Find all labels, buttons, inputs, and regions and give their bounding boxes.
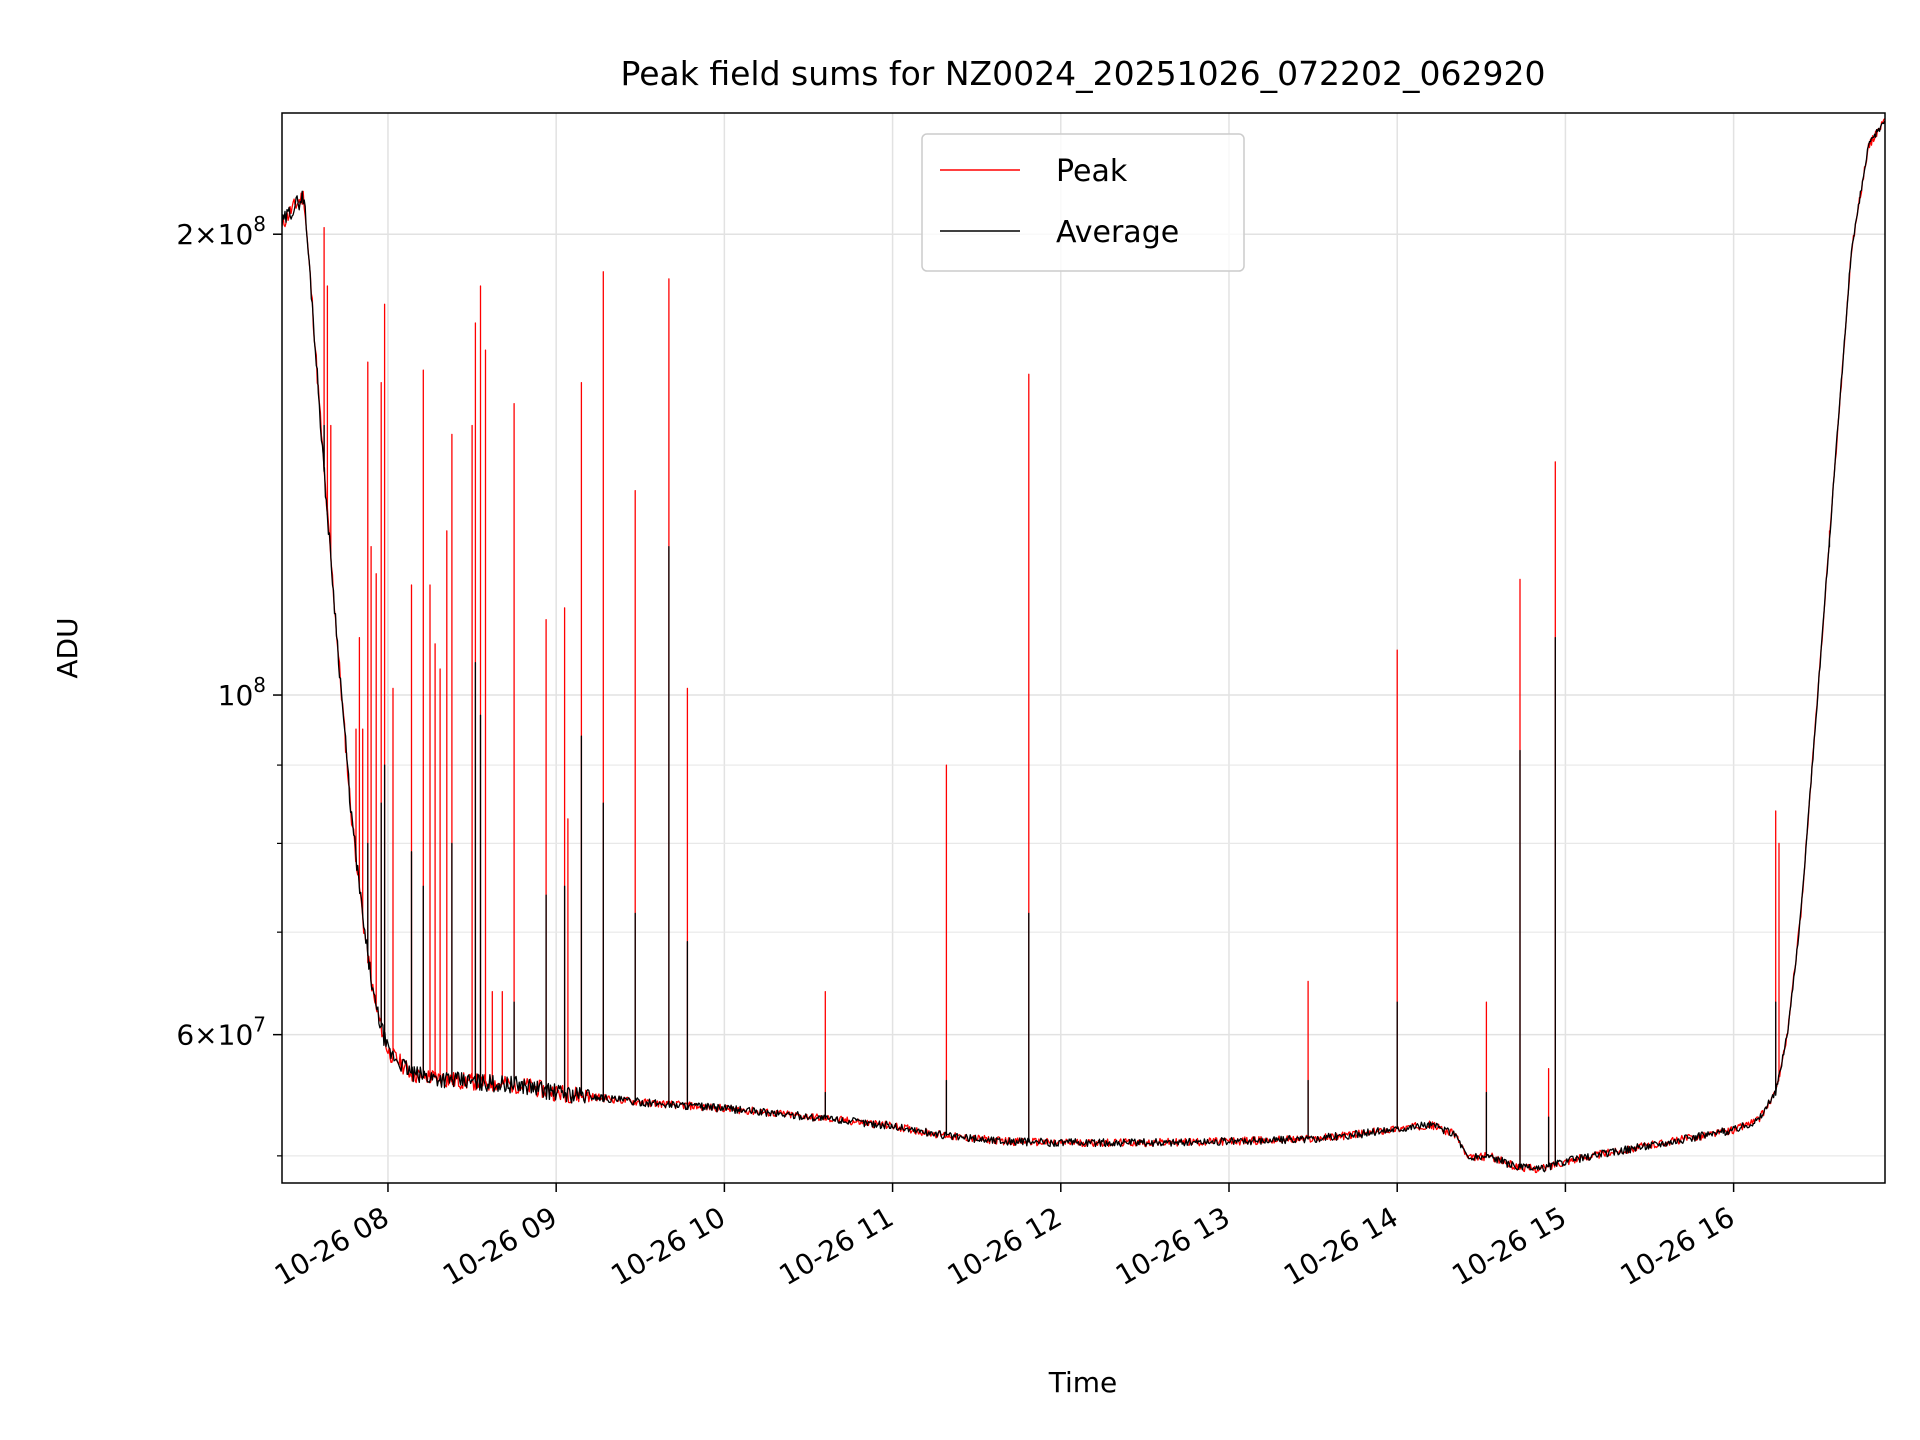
y-axis: 2×108 108 6×107 <box>176 212 282 1157</box>
y-tick-label: 6×107 <box>176 1013 266 1052</box>
average-series-line <box>282 120 1885 1173</box>
chart-title: Peak field sums for NZ0024_20251026_0722… <box>620 54 1545 93</box>
legend-box <box>921 133 1245 272</box>
plot-frame <box>281 112 1886 1184</box>
legend-peak-label: Peak <box>1056 154 1128 189</box>
y-axis-label: ADU <box>51 617 84 678</box>
x-axis-label: Time <box>1048 1366 1118 1399</box>
y-tick-label: 108 <box>218 673 266 712</box>
y-tick-label: 2×108 <box>176 212 266 251</box>
legend-average-label: Average <box>1056 215 1179 250</box>
series-layer <box>282 118 1885 1174</box>
legend: Peak Average <box>921 133 1245 272</box>
